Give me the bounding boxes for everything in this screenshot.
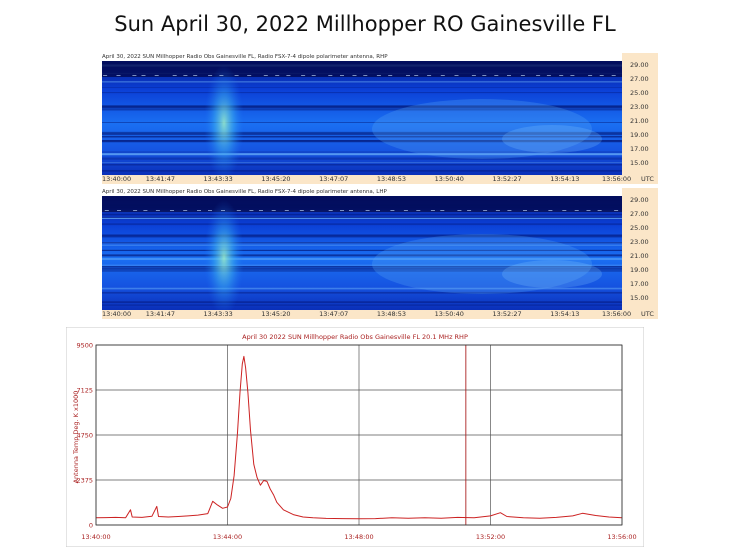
time-axis: 13:40:00 13:41:47 13:43:33 13:45:20 13:47:07… <box>102 175 658 184</box>
spectrogram-header: April 30, 2022 SUN Millhopper Radio Obs … <box>102 53 622 61</box>
time-tick-label: 13:50:40 <box>434 310 464 318</box>
x-tick-label: 13:44:00 <box>213 533 242 541</box>
frequency-tick-label: 25.00 <box>630 89 649 97</box>
chart-title: April 30 2022 SUN Millhopper Radio Obs G… <box>242 333 468 341</box>
y-tick-label: 7125 <box>76 387 93 395</box>
frequency-tick-label: 27.00 <box>630 210 649 218</box>
time-tick-label: 13:47:07 <box>319 310 349 318</box>
x-ticks: 13:40:00 13:44:00 13:48:00 13:52:00 13:56:00 <box>81 533 636 541</box>
spectrogram-header: April 30, 2022 SUN Millhopper Radio Obs … <box>102 188 622 196</box>
frequency-tick-label: 17.00 <box>630 145 649 153</box>
frequency-tick-label: 25.00 <box>630 224 649 232</box>
frequency-tick-label: 15.00 <box>630 294 649 302</box>
spectrogram-image <box>102 61 622 175</box>
spectrogram-background <box>102 61 622 175</box>
time-tick-label: 13:50:40 <box>434 175 464 183</box>
y-tick-label: 9500 <box>76 342 93 350</box>
x-tick-label: 13:52:00 <box>476 533 505 541</box>
frequency-tick-label: 17.00 <box>630 280 649 288</box>
time-tick-label: 13:56:00 <box>602 175 632 183</box>
time-tick-label: 13:43:33 <box>203 175 233 183</box>
time-tick-label: 13:45:20 <box>261 175 291 183</box>
spectrogram-lhp: April 30, 2022 SUN Millhopper Radio Obs … <box>102 188 658 319</box>
x-tick-label: 13:56:00 <box>607 533 636 541</box>
frequency-axis: 29.00 27.00 25.00 23.00 21.00 19.00 17.00 15.00 <box>622 188 658 310</box>
time-tick-label: 13:40:00 <box>102 175 132 183</box>
frequency-tick-label: 29.00 <box>630 61 649 69</box>
time-tick-label: 13:56:00 <box>602 310 632 318</box>
spectrogram-image <box>102 196 622 310</box>
y-axis-label: Antenna Temp Deg. K x1000 <box>72 391 80 484</box>
time-tick-label: 13:52:27 <box>492 310 522 318</box>
frequency-tick-label: 21.00 <box>630 117 649 125</box>
frequency-tick-label: 19.00 <box>630 266 649 274</box>
time-tick-label: 13:40:00 <box>102 310 132 318</box>
time-tick-label: 13:52:27 <box>492 175 522 183</box>
frequency-tick-label: 23.00 <box>630 238 649 246</box>
y-tick-label: 0 <box>89 522 93 530</box>
series-line <box>95 355 623 520</box>
time-tick-label: 13:47:07 <box>319 175 349 183</box>
time-tick-label: 13:43:33 <box>203 310 233 318</box>
frequency-tick-label: 19.00 <box>630 131 649 139</box>
frequency-axis: 29.00 27.00 25.00 23.00 21.00 19.00 17.00 15.00 <box>622 53 658 175</box>
frequency-tick-label: 15.00 <box>630 159 649 167</box>
time-unit-label: UTC <box>641 310 654 318</box>
time-tick-label: 13:41:47 <box>145 310 175 318</box>
frequency-tick-label: 21.00 <box>630 252 649 260</box>
plot-frame <box>95 344 623 526</box>
frequency-tick-label: 23.00 <box>630 103 649 111</box>
chart-series <box>95 355 623 520</box>
y-ticks: 0 2375 4750 7125 9500 <box>76 342 93 530</box>
time-tick-label: 13:41:47 <box>145 175 175 183</box>
frequency-tick-label: 29.00 <box>630 196 649 204</box>
time-axis: 13:40:00 13:41:47 13:43:33 13:45:20 13:47:07… <box>102 310 658 319</box>
x-tick-label: 13:48:00 <box>344 533 373 541</box>
time-tick-label: 13:54:13 <box>550 175 580 183</box>
time-tick-label: 13:45:20 <box>261 310 291 318</box>
time-tick-label: 13:54:13 <box>550 310 580 318</box>
x-tick-label: 13:40:00 <box>81 533 110 541</box>
y-tick-label: 4750 <box>76 432 93 440</box>
spectrogram-rhp: April 30, 2022 SUN Millhopper Radio Obs … <box>102 53 658 184</box>
y-tick-label: 2375 <box>76 477 93 485</box>
frequency-tick-label: 27.00 <box>630 75 649 83</box>
time-tick-label: 13:48:53 <box>376 310 407 318</box>
time-tick-label: 13:48:53 <box>376 175 407 183</box>
time-unit-label: UTC <box>641 175 654 183</box>
page-title: Sun April 30, 2022 Millhopper RO Gainesv… <box>114 12 616 36</box>
light-curve-chart: April 30 2022 SUN Millhopper Radio Obs G… <box>66 327 644 547</box>
